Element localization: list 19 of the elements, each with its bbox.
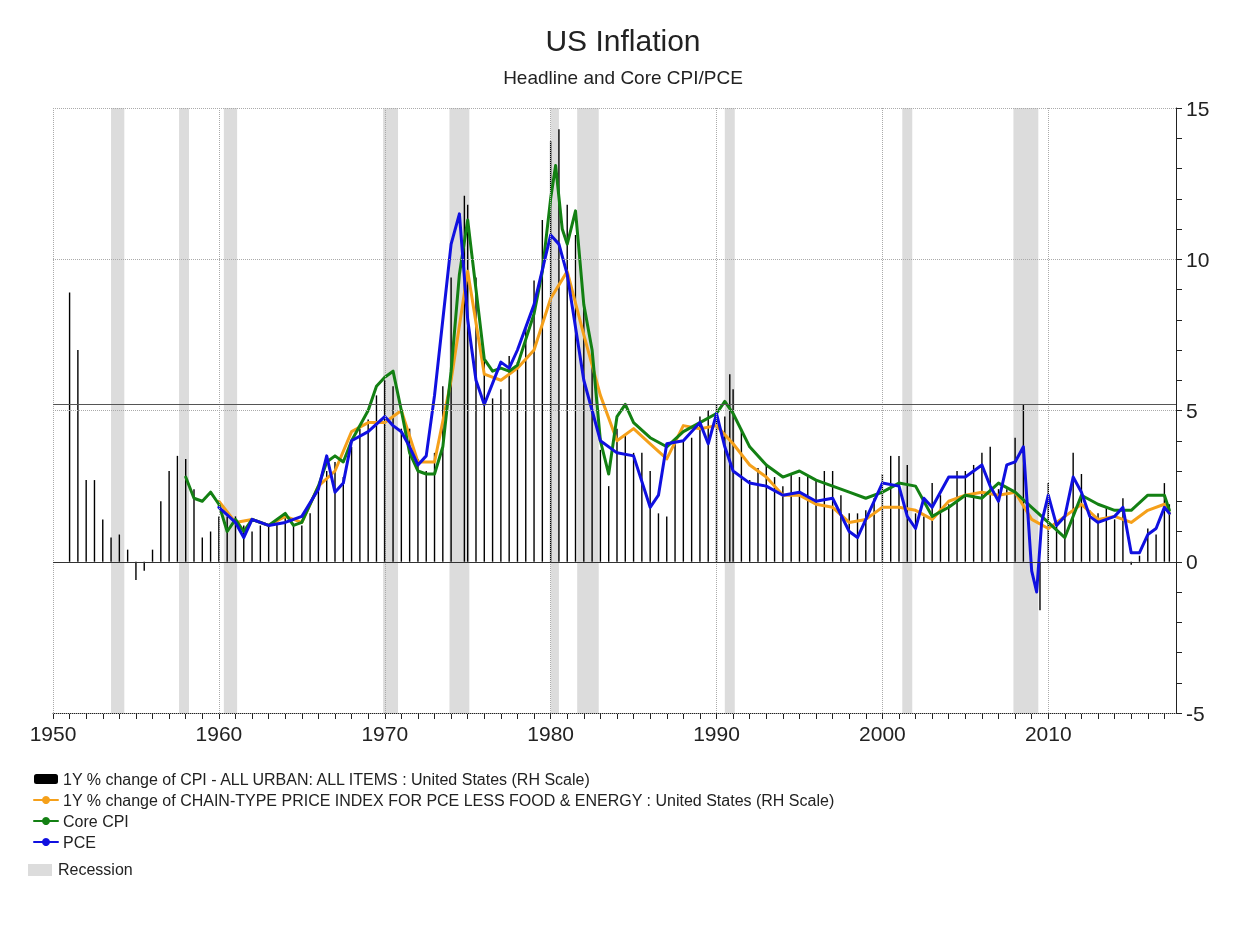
x-tick-label: 1990 [693,722,740,745]
legend-label: PCE [63,833,96,851]
x-tick-label: 2000 [859,722,906,745]
x-tick-label: 1960 [195,722,243,745]
legend-label: 1Y % change of CHAIN-TYPE PRICE INDEX FOR PCE LESS FOOD & ENERGY : United States (RH Scale) [63,791,835,809]
y-tick-label: 10 [1186,247,1210,271]
y-tick-label: 15 [1186,96,1210,120]
y-tick-label: -5 [1186,701,1205,725]
x-tick-label: 2010 [1024,722,1072,745]
legend-label: Recession [58,861,133,879]
chart-title: US Inflation [545,23,701,57]
y-tick-label: 0 [1186,550,1198,574]
y-tick-label: 5 [1186,399,1198,422]
x-tick-label: 1980 [527,722,574,745]
chart-subtitle: Headline and Core CPI/PCE [503,67,743,88]
legend-label: 1Y % change of CPI - ALL URBAN: ALL ITEMS : United States (RH Scale) [63,770,590,788]
x-tick-label: 1970 [361,722,409,745]
x-tick-label: 1950 [29,722,77,745]
legend-label: Core CPI [63,812,129,830]
